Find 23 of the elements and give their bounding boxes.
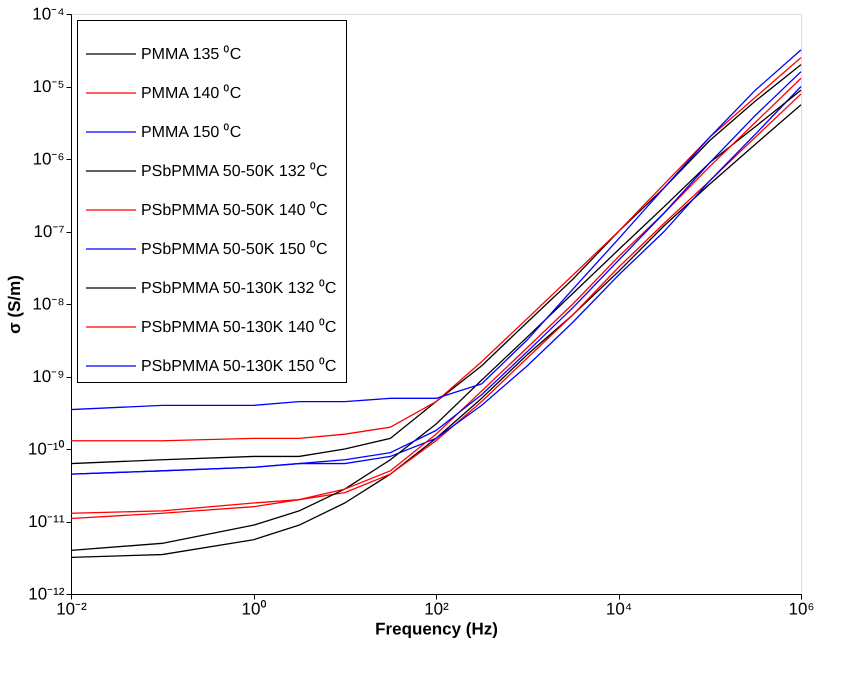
legend-label: PMMA 140 ⁰C (141, 84, 242, 102)
x-tick-label: 10⁰ (242, 600, 266, 618)
legend-label: PSbPMMA 50-50K 140 ⁰C (141, 201, 328, 219)
y-tick-label: 10⁻¹¹ (28, 512, 65, 531)
y-tick-label: 10⁻⁶ (32, 150, 64, 168)
x-tick-label: 10⁶ (788, 600, 814, 618)
x-axis-title: Frequency (Hz) (375, 620, 498, 638)
y-axis-title: σ (S/m) (4, 275, 24, 334)
y-tick-label: 10⁻¹⁰ (28, 440, 64, 458)
legend-label: PSbPMMA 50-130K 140 ⁰C (141, 318, 336, 336)
y-tick-label: 10⁻⁷ (33, 222, 64, 241)
y-tick-label: 10⁻⁴ (32, 4, 64, 24)
y-tick-label: 10⁻⁵ (32, 77, 64, 96)
legend-label: PSbPMMA 50-50K 150 ⁰C (141, 240, 328, 258)
legend-label: PSbPMMA 50-130K 132 ⁰C (141, 279, 336, 297)
y-tick-label: 10⁻⁸ (32, 294, 64, 314)
x-tick-label: 10² (424, 600, 450, 618)
legend-label: PSbPMMA 50-50K 132 ⁰C (141, 162, 328, 180)
legend-label: PMMA 150 ⁰C (141, 123, 242, 141)
legend-label: PSbPMMA 50-130K 150 ⁰C (141, 357, 336, 375)
x-tick-label: 10⁴ (606, 600, 632, 618)
y-tick-label: 10⁻⁹ (32, 367, 64, 386)
legend-label: PMMA 135 ⁰C (141, 45, 242, 63)
